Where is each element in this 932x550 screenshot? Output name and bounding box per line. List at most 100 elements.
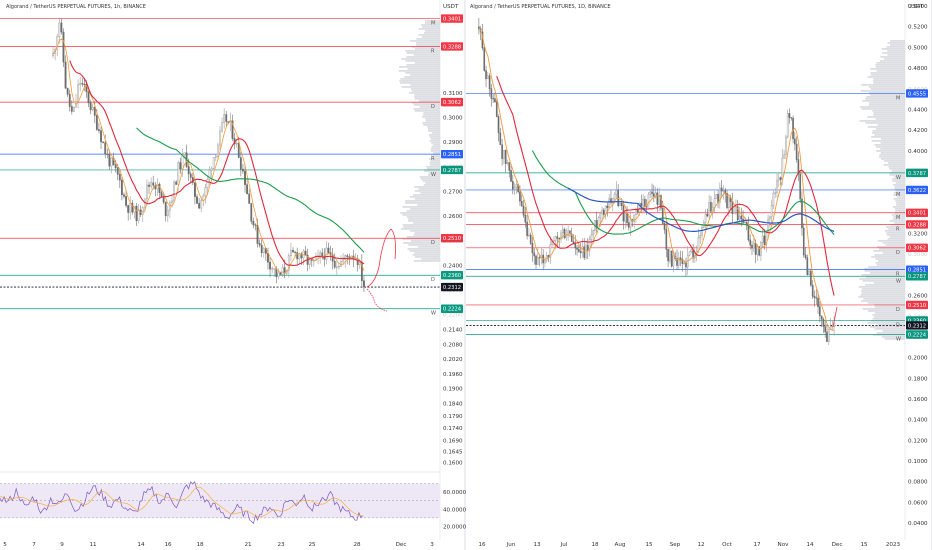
volume-profile-bar [887,54,905,56]
candle-body [590,234,593,240]
x-tick-label: 13 [533,542,541,548]
candle-body [87,91,90,104]
candle-body [183,152,186,155]
candle-body [292,250,294,253]
volume-profile-bar [414,232,440,234]
candle-body [120,179,123,196]
volume-profile [398,20,440,262]
candle-body [570,233,573,242]
price-badge [441,271,463,280]
price-badge [906,321,928,330]
x-tick-label: Oct [722,542,732,548]
candle-body [246,184,249,195]
y-tick-label: 0.2200 [443,313,463,319]
moving-average-long [567,187,835,233]
y-tick-label: 0.1900 [443,387,463,393]
rsi-signal-line [0,486,364,517]
candle-body [91,106,94,111]
rsi-tick-label: 60.0000 [443,490,467,496]
volume-profile-bar [867,126,905,128]
volume-profile-bar [429,162,440,164]
y-tick-label: 0.2020 [443,357,463,363]
level-marker: D [431,240,435,246]
volume-profile-bar [431,146,440,148]
volume-profile-bar [400,78,440,80]
volume-profile-bar [865,276,905,278]
candle-body [478,26,480,29]
candle-body [554,236,557,241]
volume-profile-bar [418,188,440,190]
candle-body [258,243,261,246]
axis-unit-label: USDT [908,4,924,10]
volume-profile-bar [861,84,905,86]
candle-body [615,190,618,195]
volume-profile-bar [403,242,440,244]
candle-body [651,191,653,194]
candle-body [719,187,721,203]
candle-body [513,186,516,190]
y-tick-label: 0.2800 [443,165,463,171]
y-tick-label: 0.5400 [908,4,928,10]
chart-title: Algorand / TetherUS PERPETUAL FUTURES, 1… [470,4,611,10]
candle-body [187,166,190,175]
candle-body [599,213,602,219]
volume-profile-bar [887,50,905,52]
x-tick-label: Jul [560,542,568,548]
y-tick-label: 0.2500 [443,239,463,245]
volume-profile-bar [880,152,905,154]
candle-body [214,155,217,158]
candle-body [661,207,664,224]
candle-body [296,252,299,260]
candle-body [177,162,180,185]
volume-profile-bar [428,134,440,136]
candle-body [95,115,98,130]
candle-body [606,205,609,208]
volume-profile-bar [878,260,905,262]
price-badge [906,243,928,253]
volume-profile-bar [860,294,905,296]
volume-profile-bar [416,38,440,40]
candle-body [572,241,575,244]
price-badge-label: 0.3062 [908,246,926,252]
y-tick-label: 0.1200 [908,438,928,444]
level-marker: W [896,278,901,284]
y-tick-label: 0.1000 [908,459,928,465]
volume-profile-bar [889,40,905,42]
candle-body [531,243,534,254]
y-tick-label: 0.2200 [908,335,928,341]
candle-body [168,202,171,211]
volume-profile-bar [422,116,440,118]
candle-body [79,83,82,85]
candle-body [781,157,784,180]
volume-profile-bar [414,96,440,98]
candle-body [504,150,507,164]
candle-body [610,198,612,203]
level-marker: W [431,311,436,317]
candle-body [154,184,157,190]
volume-profile-bar [895,190,905,192]
level-marker: M [896,192,900,198]
candle-body [235,142,238,145]
x-tick-label: 21 [244,542,252,548]
volume-profile-bar [406,56,440,58]
volume-profile-bar [859,106,905,108]
candle-body [535,255,537,265]
volume-profile-bar [406,236,440,238]
y-tick-label: 0.2600 [443,214,463,220]
level-marker: M [896,95,900,101]
candle-body [242,168,244,172]
candle-body [792,117,794,140]
candle-body [150,182,153,187]
y-tick-label: 0.2600 [908,294,928,300]
volume-profile-bar [871,132,905,134]
volume-profile-bar [894,222,905,224]
candle-body [592,230,594,236]
volume-profile-bar [876,70,905,72]
candle-body [162,196,165,203]
moving-average-mid [69,60,365,266]
candle-body [85,84,88,93]
price-badge [441,149,463,159]
volume-profile-bar [869,326,905,328]
volume-profile-bar [426,168,440,170]
price-badge [906,168,928,178]
